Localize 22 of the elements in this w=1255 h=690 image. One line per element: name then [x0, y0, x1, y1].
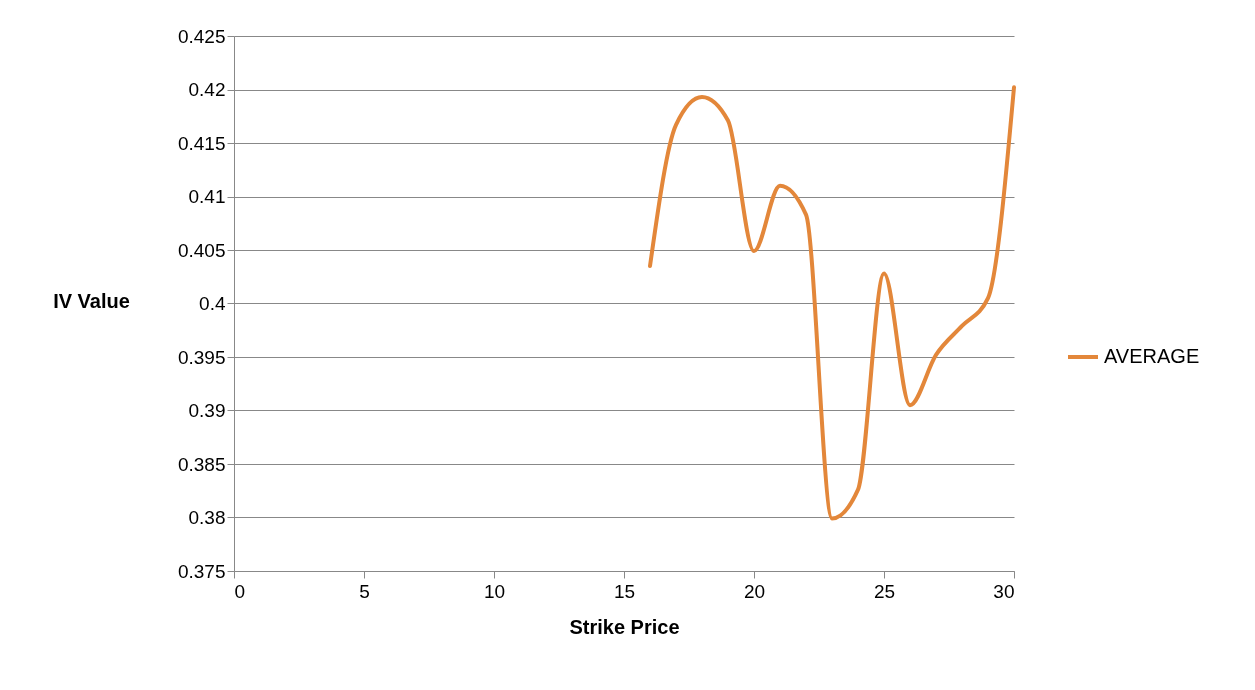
y-tick-label: 0.42: [188, 79, 226, 100]
y-tick-label: 0.385: [177, 453, 226, 475]
x-tick-label: 10: [483, 580, 506, 602]
x-tick-label: 15: [613, 580, 636, 602]
y-tick-label: 0.405: [177, 239, 226, 261]
x-tick-label: 30: [993, 580, 1015, 602]
y-tick-label: 0.41: [188, 186, 226, 207]
y-tick-label: 0.39: [188, 400, 226, 421]
y-axis-title: IV Value: [53, 289, 130, 312]
x-tick-label: 25: [873, 580, 896, 602]
line-series: [648, 85, 1016, 521]
y-tick-label: 0.395: [177, 346, 226, 368]
y-tick-label: 0.4: [199, 293, 226, 314]
y-tick-label: 0.415: [177, 132, 226, 154]
legend-label: AVERAGE: [1104, 345, 1200, 367]
x-tick-label: 0: [234, 580, 246, 602]
y-tick-label: 0.38: [188, 507, 226, 528]
x-axis-title: Strike Price: [569, 615, 680, 638]
x-tick-label: 5: [359, 580, 370, 602]
x-tick-label: 20: [743, 580, 766, 602]
y-tick-label: 0.375: [177, 560, 226, 582]
y-tick-label: 0.425: [177, 25, 226, 47]
